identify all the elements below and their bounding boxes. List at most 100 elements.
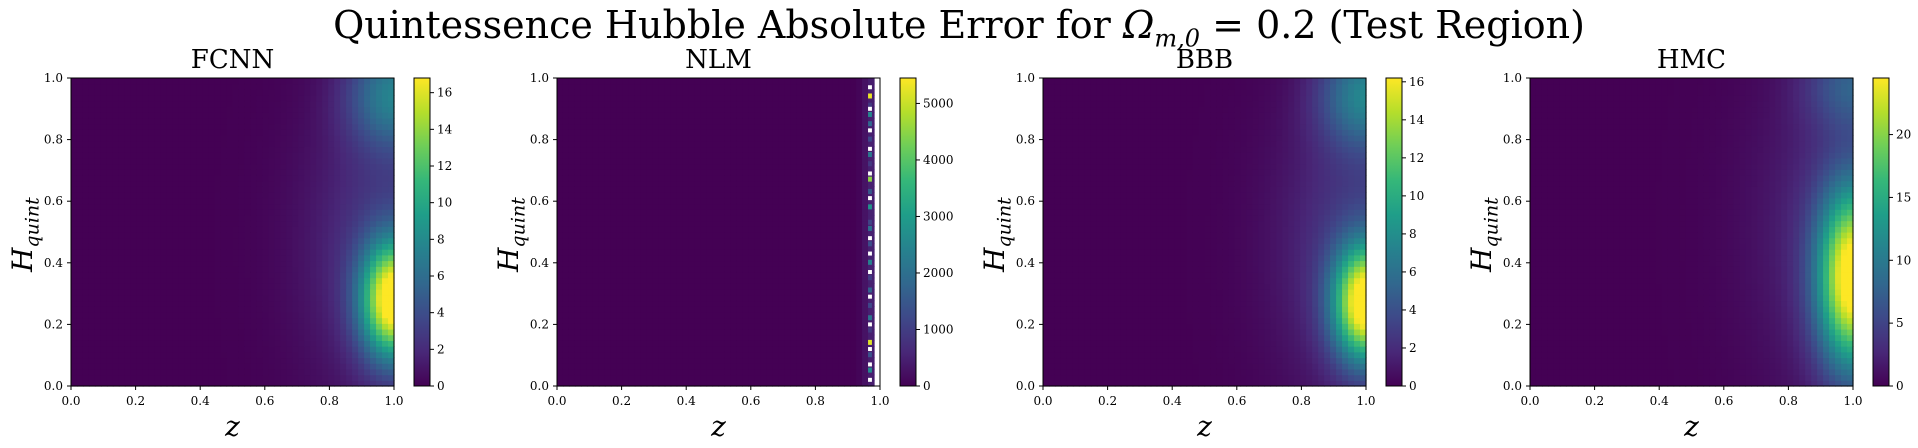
heatmap-cell: [334, 180, 341, 187]
heatmap-cell: [376, 254, 383, 262]
heatmap-cell: [658, 237, 666, 244]
heatmap-cell: [136, 266, 144, 273]
heatmap-cell: [592, 152, 600, 159]
heatmap-cell: [610, 140, 618, 148]
heatmap-cell: [766, 346, 773, 353]
heatmap-cell: [724, 289, 732, 296]
heatmap-cell: [268, 123, 275, 130]
heatmap-cell: [184, 117, 192, 125]
heatmap-cell: [610, 317, 618, 324]
heatmap-cell: [100, 300, 108, 307]
heatmap-cell: [220, 209, 228, 216]
heatmap-cell: [71, 152, 78, 159]
heatmap-cell: [100, 214, 108, 222]
heatmap-cell: [214, 260, 222, 267]
heatmap-cell: [286, 334, 293, 341]
heatmap-cell: [220, 214, 228, 222]
heatmap-cell: [628, 243, 636, 250]
heatmap-cell: [580, 140, 588, 148]
heatmap-cell: [634, 174, 642, 182]
heatmap-cell: [688, 380, 696, 387]
heatmap-cell: [346, 374, 353, 381]
heatmap-cell: [71, 146, 78, 153]
heatmap-cell: [71, 89, 78, 96]
heatmap-cell: [166, 214, 174, 222]
heatmap-cell: [334, 254, 341, 262]
heatmap-cell: [190, 214, 198, 222]
heatmap-cell: [196, 152, 204, 159]
heatmap-cell: [112, 277, 120, 284]
heatmap-cell: [688, 334, 696, 341]
heatmap-cell: [622, 328, 630, 336]
heatmap-cell: [172, 209, 180, 216]
heatmap-cell: [322, 277, 329, 284]
heatmap-cell: [196, 163, 204, 170]
heatmap-cell: [604, 78, 612, 85]
heatmap-cell: [358, 317, 365, 324]
heatmap-cell: [760, 220, 767, 227]
heatmap-cell: [778, 368, 785, 376]
heatmap-cell: [610, 123, 618, 130]
heatmap-cell: [184, 266, 192, 273]
heatmap-cell: [256, 340, 264, 347]
heatmap-cell: [580, 232, 588, 239]
heatmap-cell: [586, 112, 594, 119]
heatmap-cell: [71, 203, 78, 210]
heatmap-cell: [736, 294, 744, 302]
heatmap-cell: [316, 243, 323, 250]
heatmap-cell: [742, 192, 750, 199]
heatmap-cell: [124, 289, 132, 296]
heatmap-cell: [616, 306, 624, 313]
heatmap-cell: [160, 260, 168, 267]
heatmap-cell: [628, 78, 636, 85]
heatmap-cell: [232, 203, 240, 210]
heatmap-cell: [76, 283, 84, 290]
heatmap-cell: [718, 317, 726, 324]
heatmap-cell: [322, 380, 329, 387]
heatmap-cell: [706, 129, 714, 136]
heatmap-cell: [370, 129, 377, 136]
heatmap-cell: [256, 146, 264, 153]
heatmap-cell: [592, 368, 600, 376]
heatmap-cell: [250, 100, 258, 108]
heatmap-cell: [244, 237, 252, 244]
heatmap-cell: [298, 117, 305, 125]
heatmap-cell: [268, 169, 275, 176]
heatmap-cell: [268, 180, 275, 187]
heatmap-cell: [118, 95, 126, 102]
heatmap-cell: [652, 117, 660, 125]
heatmap-cell: [358, 95, 365, 102]
heatmap-cell: [352, 260, 359, 267]
heatmap-cell: [604, 277, 612, 284]
heatmap-cell: [742, 89, 750, 96]
heatmap-cell: [196, 289, 204, 296]
heatmap-cell: [208, 169, 216, 176]
heatmap-cell: [220, 226, 228, 233]
heatmap-cell: [670, 197, 678, 205]
heatmap-cell: [694, 334, 702, 341]
heatmap-cell: [76, 340, 84, 347]
heatmap-cell: [172, 249, 180, 256]
heatmap-cell: [754, 340, 761, 347]
heatmap-cell: [88, 123, 96, 130]
heatmap-cell: [586, 163, 594, 170]
heatmap-cell: [274, 346, 281, 353]
heatmap-cell: [154, 83, 162, 90]
heatmap-cell: [310, 277, 317, 284]
heatmap-cell: [622, 351, 630, 359]
heatmap-cell: [94, 351, 102, 359]
heatmap-cell: [100, 89, 108, 96]
heatmap-cell: [112, 317, 120, 324]
heatmap-cell: [142, 380, 150, 387]
heatmap-cell: [340, 328, 347, 336]
heatmap-cell: [232, 243, 240, 250]
heatmap-cell: [76, 89, 84, 96]
heatmap-cell: [688, 220, 696, 227]
heatmap-cell: [664, 363, 672, 370]
heatmap-cell: [557, 180, 564, 187]
heatmap-cell: [658, 323, 666, 330]
heatmap-cell: [604, 135, 612, 142]
heatmap-cell: [580, 89, 588, 96]
heatmap-cell: [340, 214, 347, 222]
heatmap-cell: [646, 135, 654, 142]
